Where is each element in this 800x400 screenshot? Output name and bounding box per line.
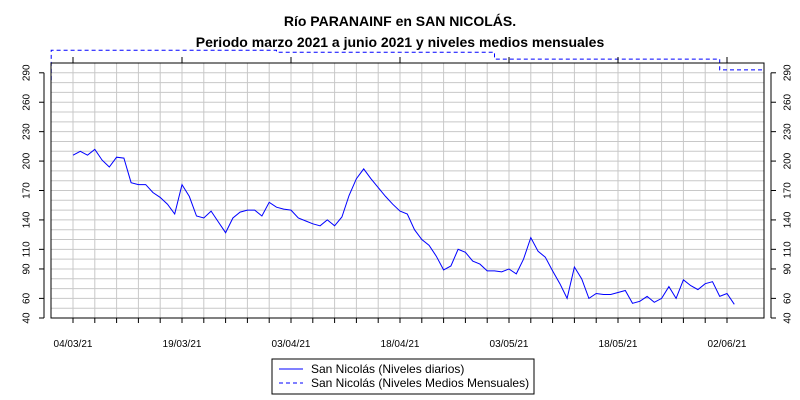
chart-title: Río PARANAINF en SAN NICOLÁS.	[284, 13, 516, 29]
y-tick-label-right: 290	[783, 64, 794, 81]
y-tick-label-left: 140	[22, 211, 33, 228]
y-tick-label-right: 230	[783, 123, 794, 140]
y-tick-label-left: 200	[22, 152, 33, 169]
grid	[51, 62, 764, 319]
legend: San Nicolás (Niveles diarios) San Nicolá…	[271, 358, 535, 395]
y-tick-label-right: 260	[783, 93, 794, 110]
y-tick-label-left: 170	[22, 182, 33, 199]
x-tick-label: 03/05/21	[490, 339, 529, 350]
legend-box	[271, 358, 535, 395]
x-tick-label: 02/06/21	[708, 339, 747, 350]
y-tick-label-left: 40	[22, 312, 33, 324]
y-tick-label-right: 170	[783, 182, 794, 199]
y-tick-label-left: 290	[22, 64, 33, 81]
legend-label-daily: San Nicolás (Niveles diarios)	[311, 362, 464, 376]
series-line-monthly	[50, 49, 764, 81]
y-tick-label-right: 60	[783, 292, 794, 304]
y-tick-label-left: 90	[22, 263, 33, 275]
legend-label-monthly: San Nicolás (Niveles Medios Mensuales)	[311, 376, 529, 390]
y-tick-label-left: 60	[22, 292, 33, 304]
y-tick-label-right: 40	[783, 312, 794, 324]
axes: 04/03/21 19/03/21 03/04/21 18/04/21 03/05/21…	[22, 57, 794, 350]
chart-subtitle: Periodo marzo 2021 a junio 2021 y nivele…	[196, 34, 605, 50]
y-tick-label-left: 230	[22, 123, 33, 140]
x-tick-label: 18/04/21	[381, 339, 420, 350]
y-tick-label-left: 110	[22, 241, 33, 257]
series-layer	[50, 49, 764, 305]
x-tick-label: 04/03/21	[54, 339, 93, 350]
y-tick-label-left: 260	[22, 93, 33, 110]
x-tick-label: 03/04/21	[272, 339, 311, 350]
y-tick-label-right: 140	[783, 211, 794, 228]
x-tick-label: 18/05/21	[599, 339, 638, 350]
y-tick-label-right: 90	[783, 263, 794, 275]
series-line-daily	[72, 148, 735, 305]
y-tick-label-right: 110	[783, 241, 794, 257]
y-tick-label-right: 200	[783, 152, 794, 169]
x-tick-label: 19/03/21	[163, 339, 202, 350]
